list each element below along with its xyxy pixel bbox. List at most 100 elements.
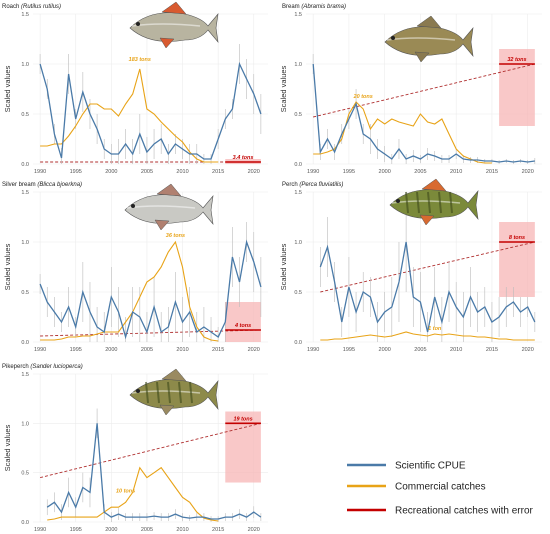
y-tick-label: 0.0 (21, 520, 29, 526)
fish-stripe (145, 381, 149, 404)
y-tick-label: 1.0 (21, 240, 29, 246)
x-tick-label: 2000 (105, 527, 117, 533)
fish-dorsal-fin (161, 1, 187, 15)
panel-title: Bream (Abramis brama) (282, 4, 346, 10)
y-tick-label: 1.0 (294, 62, 302, 68)
x-tick-label: 1990 (307, 169, 319, 175)
fish-illustration (129, 368, 219, 416)
fish-dorsal-fin (161, 368, 187, 382)
fish-ventral-fin (159, 37, 175, 49)
recreational-label: 4 tons (234, 323, 251, 329)
fish-stripe (449, 191, 453, 214)
y-axis-label: Scaled values (3, 65, 12, 112)
fish-stripe (156, 381, 160, 404)
cpue-line (39, 61, 262, 160)
panel-title: Silver bream (Blicca bjoerkna) (2, 182, 82, 188)
x-tick-label: 2005 (141, 527, 153, 533)
cpue-line (46, 423, 262, 520)
recreational-label: 32 tons (507, 57, 526, 63)
x-tick-label: 2005 (414, 347, 426, 353)
fish-eye (391, 36, 395, 40)
y-tick-label: 0.0 (294, 162, 302, 168)
legend-label-recreational: Recreational catches with error (395, 506, 534, 517)
chart-panel: Pikeperch (Sander lucioperca) 0.0 0.5 1.0 1.… (2, 364, 268, 533)
y-tick-label: 0.5 (294, 290, 302, 296)
legend-label-commercial: Commercial catches (395, 482, 486, 493)
y-tick-label: 0.0 (21, 340, 29, 346)
x-tick-label: 2020 (522, 169, 534, 175)
x-tick-label: 2000 (379, 347, 391, 353)
fish-dorsal-fin (421, 178, 447, 192)
x-tick-label: 2015 (486, 169, 498, 175)
y-tick-label: 0.0 (294, 340, 302, 346)
recreational-trend-line (313, 63, 535, 118)
fish-stripe (189, 381, 193, 404)
y-tick-label: 1.5 (21, 190, 29, 196)
panel-title-latin: (Rutilus rutilus) (21, 4, 61, 10)
fish-illustration (389, 178, 479, 226)
recreational-error-band (499, 222, 535, 297)
y-tick-label: 1.0 (294, 240, 302, 246)
x-tick-label: 1990 (307, 347, 319, 353)
y-tick-label: 0.5 (21, 112, 29, 118)
commercial-catches-line (40, 68, 219, 163)
x-tick-label: 2020 (248, 347, 260, 353)
fish-body (129, 379, 219, 411)
commercial-catches-line (47, 466, 219, 522)
cpue-line (39, 239, 262, 340)
panel-title-latin: (Perca fluviatilis) (299, 182, 343, 188)
legend: Scientific CPUE Commercial catches Recreat… (347, 461, 534, 517)
fish-dorsal-fin (156, 183, 182, 197)
y-axis-label: Scaled values (3, 243, 12, 290)
commercial-catches-line (40, 240, 219, 342)
x-tick-label: 2015 (212, 169, 224, 175)
y-tick-label: 1.5 (294, 12, 302, 18)
y-axis-label: Scaled values (279, 243, 288, 290)
fish-eye (136, 22, 140, 26)
x-tick-label: 1990 (34, 169, 46, 175)
recreational-label: 3.4 tons (233, 155, 254, 161)
y-tick-label: 1.5 (294, 190, 302, 196)
panel-title-common: Silver bream (2, 182, 37, 188)
y-tick-label: 1.0 (21, 421, 29, 427)
x-tick-label: 2005 (141, 169, 153, 175)
x-tick-label: 1995 (343, 169, 355, 175)
x-tick-label: 2015 (486, 347, 498, 353)
panel-title-common: Pikeperch (2, 364, 30, 370)
legend-label-cpue: Scientific CPUE (395, 461, 466, 472)
y-tick-label: 0.5 (21, 290, 29, 296)
x-tick-label: 2010 (450, 169, 462, 175)
x-tick-label: 1995 (70, 527, 82, 533)
x-tick-label: 2020 (522, 347, 534, 353)
fish-ventral-fin (154, 219, 170, 231)
fish-ventral-fin (419, 214, 435, 226)
y-tick-label: 1.0 (21, 62, 29, 68)
x-tick-label: 1995 (70, 347, 82, 353)
x-tick-label: 1995 (343, 347, 355, 353)
x-tick-label: 2015 (212, 527, 224, 533)
commercial-catches-line (320, 331, 535, 341)
panel-title-latin: (Sander lucioperca) (30, 364, 82, 370)
recreational-error-band (499, 49, 535, 126)
x-tick-label: 2010 (450, 347, 462, 353)
x-tick-label: 2010 (176, 527, 188, 533)
fish-body (384, 26, 474, 58)
x-tick-label: 1990 (34, 347, 46, 353)
recreational-label: 8 tons (509, 235, 525, 241)
cpue-line (312, 63, 535, 163)
commercial-label: 1 ton (428, 326, 442, 332)
fish-stripe (427, 191, 431, 214)
y-axis-label: Scaled values (3, 424, 12, 471)
fish-eye (136, 389, 140, 393)
y-tick-label: 1.5 (21, 12, 29, 18)
x-tick-label: 1990 (34, 527, 46, 533)
fish-ventral-fin (414, 51, 430, 63)
y-tick-label: 1.5 (21, 372, 29, 378)
x-tick-label: 2000 (105, 169, 117, 175)
fish-illustration (384, 15, 474, 63)
chart-panel: Silver bream (Blicca bjoerkna) 0.0 0.5 1.0 1… (2, 182, 268, 353)
cpue-line (319, 241, 536, 333)
recreational-trend-line (320, 241, 535, 293)
x-tick-label: 2010 (176, 169, 188, 175)
